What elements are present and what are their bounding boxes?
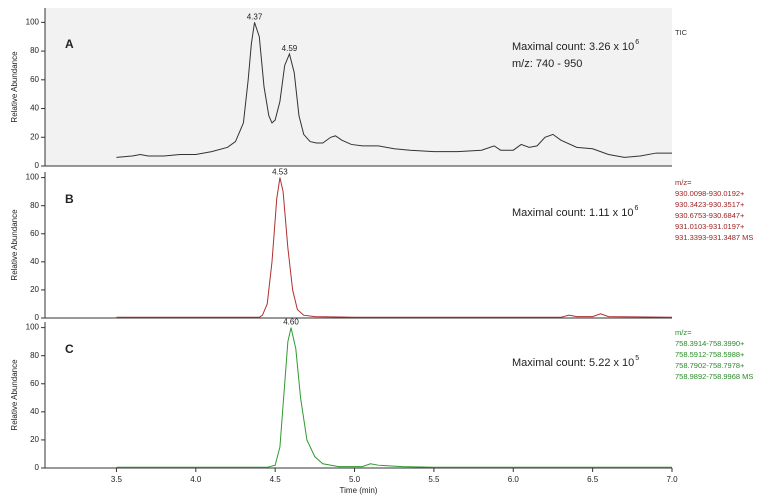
- trace-line: [116, 22, 672, 158]
- x-tick-label: 4.0: [190, 475, 202, 484]
- trace-label: 930.6753-930.6847+: [675, 211, 745, 220]
- max-count: Maximal count: 1.11 x 10: [512, 207, 633, 219]
- y-tick-label: 60: [30, 229, 39, 238]
- trace-label: m/z=: [675, 328, 692, 337]
- max-count-exponent: 5: [635, 355, 639, 362]
- peak-label: 4.37: [247, 12, 263, 21]
- panel-background: [45, 8, 672, 166]
- y-tick-label: 40: [30, 104, 39, 113]
- y-tick-label: 0: [35, 161, 40, 170]
- y-tick-label: 20: [30, 132, 39, 141]
- x-axis-label: Time (min): [340, 486, 378, 495]
- x-tick-label: 7.0: [666, 475, 678, 484]
- peak-label: 4.59: [282, 44, 298, 53]
- panel-background: [45, 172, 672, 318]
- x-tick-label: 4.5: [270, 475, 282, 484]
- y-tick-label: 60: [30, 379, 39, 388]
- panel-label: C: [65, 342, 74, 356]
- y-tick-label: 20: [30, 435, 39, 444]
- trace-label: m/z=: [675, 178, 692, 187]
- trace-label: 931.0103-931.0197+: [675, 222, 745, 231]
- trace-label: TIC: [675, 28, 688, 37]
- y-tick-label: 40: [30, 257, 39, 266]
- x-tick-label: 6.5: [587, 475, 599, 484]
- max-count: Maximal count: 3.26 x 10: [512, 41, 634, 53]
- x-tick-label: 5.5: [428, 475, 440, 484]
- y-tick-label: 0: [35, 313, 40, 322]
- y-tick-label: 0: [35, 463, 40, 472]
- trace-label: 758.3914-758.3990+: [675, 339, 745, 348]
- panel-label: A: [65, 37, 74, 51]
- y-tick-label: 20: [30, 285, 39, 294]
- y-tick-label: 80: [30, 46, 39, 55]
- trace-label: 930.0098-930.0192+: [675, 189, 745, 198]
- y-tick-label: 40: [30, 407, 39, 416]
- x-tick-label: 5.0: [349, 475, 361, 484]
- y-tick-label: 80: [30, 201, 39, 210]
- max-count-exponent: 6: [635, 39, 639, 46]
- y-axis-label: Relative Abundance: [10, 209, 19, 281]
- y-tick-label: 100: [26, 173, 40, 182]
- x-tick-label: 6.0: [508, 475, 520, 484]
- peak-label: 4.60: [283, 318, 299, 327]
- trace-label: 930.3423-930.3517+: [675, 200, 745, 209]
- trace-label: 931.3393-931.3487 MS: [675, 233, 753, 242]
- panel-background: [45, 322, 672, 468]
- trace-label: 758.9892-758.9968 MS: [675, 372, 753, 381]
- peak-label: 4.53: [272, 168, 288, 177]
- trace-line: [116, 327, 672, 468]
- y-tick-label: 60: [30, 75, 39, 84]
- trace-line: [116, 177, 673, 318]
- mz-range: m/z: 740 - 950: [512, 58, 582, 70]
- trace-label: 758.5912-758.5988+: [675, 350, 745, 359]
- trace-label: 758.7902-758.7978+: [675, 361, 745, 370]
- max-count: Maximal count: 5.22 x 10: [512, 357, 634, 369]
- y-axis-label: Relative Abundance: [10, 359, 19, 431]
- panel-label: B: [65, 192, 74, 206]
- y-axis-label: Relative Abundance: [10, 51, 19, 123]
- max-count-exponent: 6: [634, 205, 638, 212]
- x-tick-label: 3.5: [111, 475, 123, 484]
- y-tick-label: 100: [26, 17, 40, 26]
- y-tick-label: 100: [26, 323, 40, 332]
- y-tick-label: 80: [30, 351, 39, 360]
